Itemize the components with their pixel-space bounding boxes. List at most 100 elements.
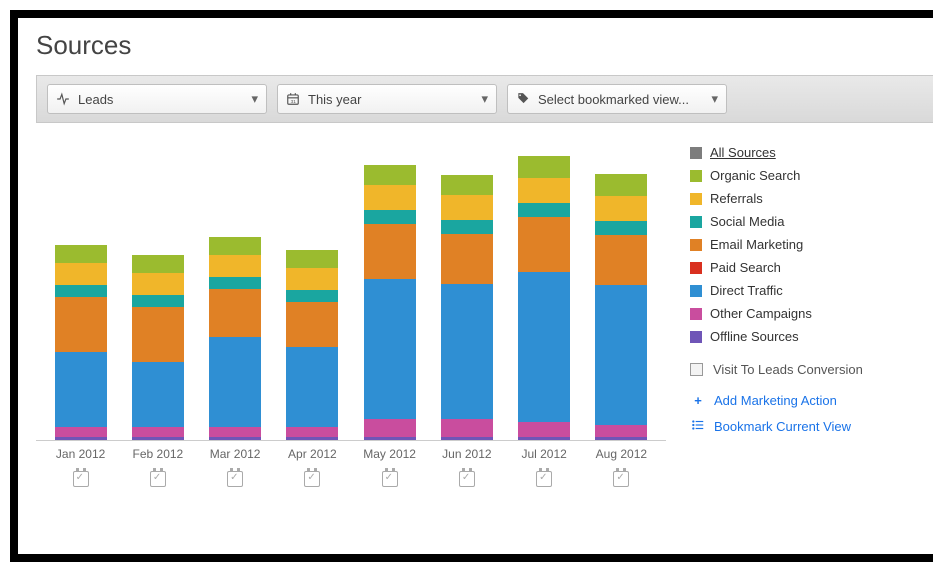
stacked-bar[interactable] <box>132 255 184 440</box>
xaxis-label: Feb 2012 <box>119 441 196 461</box>
bar-column <box>197 237 274 440</box>
bar-column <box>506 156 583 440</box>
bar-segment-offline-sources <box>364 437 416 440</box>
metric-dropdown[interactable]: Leads ▾ <box>47 84 267 114</box>
metric-dropdown-label: Leads <box>78 92 243 107</box>
bar-segment-offline-sources <box>595 437 647 440</box>
legend-label: Organic Search <box>710 168 800 183</box>
stacked-bar[interactable] <box>441 175 493 440</box>
bar-segment-email-marketing <box>364 224 416 279</box>
bar-segment-email-marketing <box>518 217 570 272</box>
month-action-button[interactable] <box>506 461 583 490</box>
bar-segment-organic-search <box>364 165 416 185</box>
stacked-bar[interactable] <box>286 250 338 440</box>
bar-segment-offline-sources <box>286 437 338 440</box>
bar-segment-other-campaigns <box>364 419 416 437</box>
calendar-check-icon <box>536 471 552 487</box>
bar-segment-social-media <box>55 285 107 297</box>
month-action-button[interactable] <box>583 461 660 490</box>
legend-label: Email Marketing <box>710 237 803 252</box>
month-action-button[interactable] <box>274 461 351 490</box>
month-action-button[interactable] <box>197 461 274 490</box>
calendar-icon: 31 <box>286 92 300 106</box>
bar-segment-social-media <box>209 277 261 289</box>
bar-segment-organic-search <box>441 175 493 195</box>
plus-icon: + <box>690 393 706 408</box>
month-action-button[interactable] <box>119 461 196 490</box>
stacked-bar[interactable] <box>55 245 107 440</box>
legend-item-organic-search[interactable]: Organic Search <box>690 168 863 183</box>
bar-column <box>583 174 660 440</box>
legend-item-referrals[interactable]: Referrals <box>690 191 863 206</box>
bar-segment-social-media <box>132 295 184 307</box>
bar-segment-direct-traffic <box>209 337 261 427</box>
legend-swatch <box>690 262 702 274</box>
bar-segment-email-marketing <box>286 302 338 347</box>
bar-segment-direct-traffic <box>518 272 570 422</box>
legend-label: Other Campaigns <box>710 306 812 321</box>
legend-item-social-media[interactable]: Social Media <box>690 214 863 229</box>
bar-segment-organic-search <box>55 245 107 263</box>
bar-segment-organic-search <box>286 250 338 268</box>
calendar-check-icon <box>382 471 398 487</box>
month-action-button[interactable] <box>428 461 505 490</box>
bar-segment-social-media <box>518 203 570 217</box>
legend-item-direct-traffic[interactable]: Direct Traffic <box>690 283 863 298</box>
svg-text:31: 31 <box>291 99 297 104</box>
chevron-down-icon: ▾ <box>251 91 258 107</box>
chevron-down-icon: ▾ <box>481 91 488 107</box>
legend-item-email-marketing[interactable]: Email Marketing <box>690 237 863 252</box>
legend-swatch <box>690 216 702 228</box>
bar-segment-referrals <box>595 196 647 221</box>
bookmark-current-view-link[interactable]: Bookmark Current View <box>690 418 863 435</box>
legend-swatch <box>690 147 702 159</box>
bar-column <box>119 255 196 440</box>
stacked-bar[interactable] <box>518 156 570 440</box>
page-title: Sources <box>36 30 933 61</box>
month-action-button[interactable] <box>42 461 119 490</box>
time-range-dropdown-label: This year <box>308 92 473 107</box>
legend-label: Referrals <box>710 191 763 206</box>
bar-segment-referrals <box>441 195 493 220</box>
legend-label: Paid Search <box>710 260 781 275</box>
bar-segment-referrals <box>209 255 261 277</box>
report-toolbar: Leads ▾ 31 This year ▾ Select bookmarked… <box>36 75 933 123</box>
xaxis-label: Jul 2012 <box>506 441 583 461</box>
legend-item-offline-sources[interactable]: Offline Sources <box>690 329 863 344</box>
stacked-bar[interactable] <box>209 237 261 440</box>
legend-swatch <box>690 285 702 297</box>
legend-item-paid-search[interactable]: Paid Search <box>690 260 863 275</box>
xaxis-label: May 2012 <box>351 441 428 461</box>
calendar-check-icon <box>73 471 89 487</box>
visit-to-leads-toggle[interactable]: Visit To Leads Conversion <box>690 362 863 377</box>
bar-segment-social-media <box>595 221 647 235</box>
sources-report-frame: Sources Leads ▾ 31 This year ▾ Select bo… <box>10 10 933 562</box>
bar-column <box>428 175 505 440</box>
bar-segment-email-marketing <box>441 234 493 284</box>
bar-segment-other-campaigns <box>55 427 107 437</box>
stacked-bar[interactable] <box>595 174 647 440</box>
list-icon <box>690 418 706 435</box>
bar-segment-other-campaigns <box>286 427 338 437</box>
bar-segment-direct-traffic <box>132 362 184 427</box>
bar-segment-direct-traffic <box>286 347 338 427</box>
stacked-bar[interactable] <box>364 165 416 440</box>
time-range-dropdown[interactable]: 31 This year ▾ <box>277 84 497 114</box>
checkbox-icon <box>690 363 703 376</box>
bar-segment-other-campaigns <box>595 425 647 437</box>
legend-item-other-campaigns[interactable]: Other Campaigns <box>690 306 863 321</box>
calendar-check-icon <box>459 471 475 487</box>
legend-swatch <box>690 331 702 343</box>
month-action-button[interactable] <box>351 461 428 490</box>
legend-swatch <box>690 308 702 320</box>
xaxis-label: Apr 2012 <box>274 441 351 461</box>
bookmark-view-dropdown[interactable]: Select bookmarked view... ▾ <box>507 84 727 114</box>
legend-item-all-sources[interactable]: All Sources <box>690 145 863 160</box>
bookmark-current-view-label: Bookmark Current View <box>714 419 851 434</box>
xaxis-label: Jan 2012 <box>42 441 119 461</box>
bar-segment-other-campaigns <box>518 422 570 437</box>
bar-segment-social-media <box>441 220 493 234</box>
bar-segment-direct-traffic <box>441 284 493 419</box>
add-marketing-action-link[interactable]: + Add Marketing Action <box>690 393 863 408</box>
bar-segment-social-media <box>286 290 338 302</box>
